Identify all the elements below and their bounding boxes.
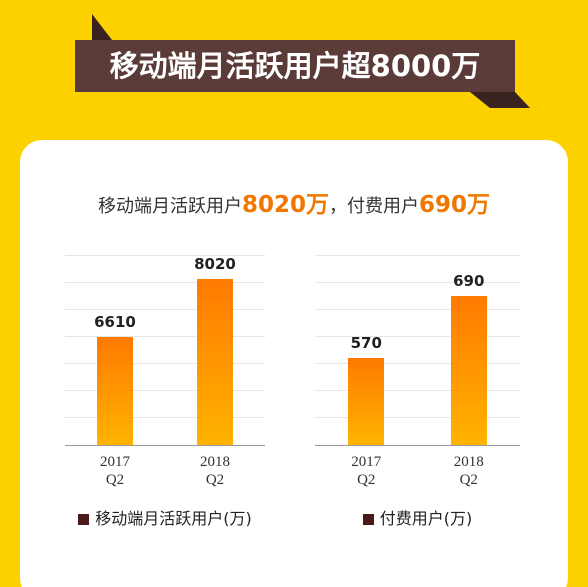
legend: 付费用户(万) [305,505,530,529]
value-label: 570 [350,333,382,352]
banner-fold [92,14,112,40]
grid-line [315,336,520,337]
x-tick-label: 2017 Q2 [351,454,382,488]
grid-line [315,255,520,256]
legend: 移动端月活跃用户(万) [55,505,275,529]
value-label: 6610 [94,313,136,332]
grid-line [315,417,520,418]
value-label: 690 [453,272,485,291]
x-tick-label: 2018 Q2 [453,454,484,488]
grid-line [65,336,265,337]
legend-label: 移动端月活跃用户(万) [95,509,252,528]
bar [450,296,487,445]
subtitle-text: ，付费用户 [329,196,419,217]
subtitle-highlight: 8020万 [241,192,329,218]
bar [348,357,385,445]
legend-label: 付费用户(万) [379,509,473,528]
x-axis [65,445,265,446]
grid-line [315,309,520,310]
grid-line [65,363,265,364]
value-label: 8020 [194,254,236,273]
grid-line [65,255,265,256]
x-tick-label: 2017 Q2 [100,454,130,488]
grid-line [65,282,265,283]
banner-tail [470,92,530,108]
grid-line [65,390,265,391]
bar [197,278,233,445]
banner [75,14,530,108]
title: 移动端月活跃用户超8000万 [109,49,481,83]
x-tick-label: 2018 Q2 [200,454,230,488]
legend-swatch [362,514,374,525]
subtitle-text: 移动端月活跃用户 [97,196,242,217]
grid-line [65,417,265,418]
subtitle: 移动端月活跃用户8020万，付费用户690万 [0,185,588,219]
x-axis [315,445,520,446]
banner-body [75,40,515,92]
grid-line [315,282,520,283]
grid-line [315,363,520,364]
grid-line [65,309,265,310]
subtitle-highlight: 690万 [419,192,491,218]
grid-line [315,390,520,391]
bar [97,337,133,445]
legend-swatch [78,514,90,525]
